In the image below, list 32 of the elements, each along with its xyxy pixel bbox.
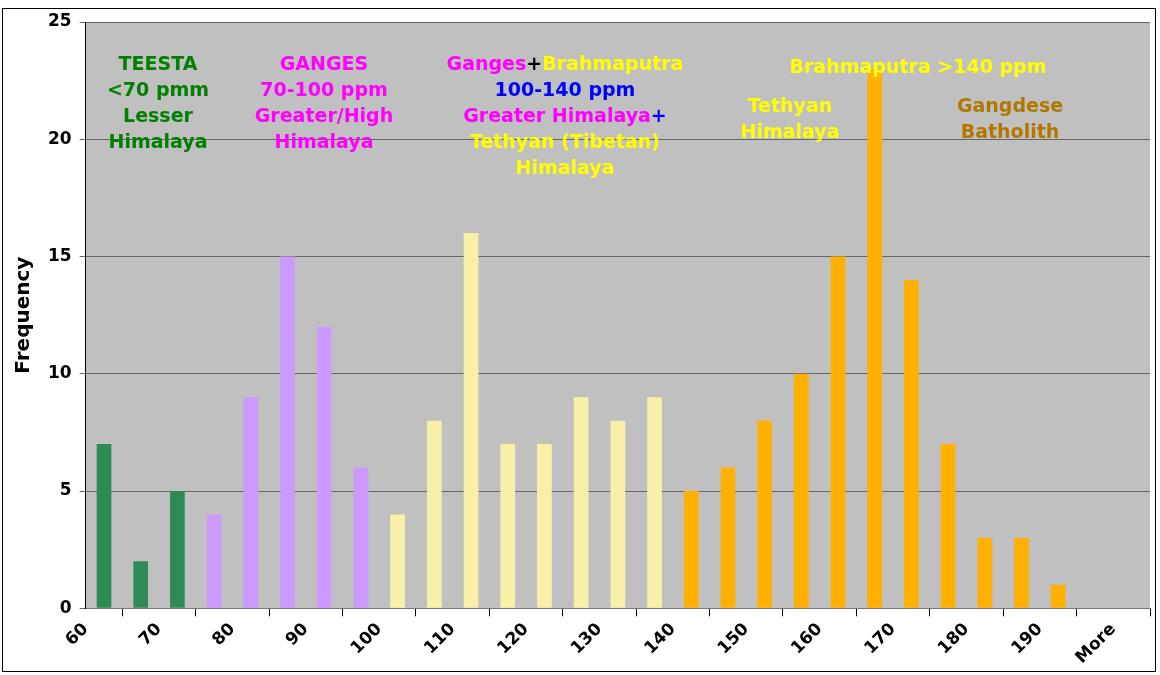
y-tick-label: 25 [47,10,72,31]
annotation: Greater/High [254,104,394,126]
annotation: Batholith [960,120,1060,142]
annotation: 70-100 ppm [260,78,388,100]
y-tick-label: 0 [59,596,72,617]
y-tick-label: 10 [47,362,72,383]
annotation: Brahmaputra [542,52,684,74]
annotation: Tethyan [747,94,833,116]
annotation: <70 pmm [106,78,210,100]
annotation: GANGES [279,52,369,74]
annotation: Lesser [123,104,193,126]
annotation: Brahmaputra >140 ppm [789,55,1047,77]
annotation: Greater Himalaya [463,104,651,126]
y-tick-label: 15 [47,244,72,265]
annotation: Tethyan (Tibetan) [469,130,661,152]
annotation: + [526,52,543,74]
x-tick-label: 90 [280,618,312,650]
annotation: Himalaya [515,156,615,178]
y-tick-label: 20 [47,127,72,148]
y-tick-label: 5 [59,479,72,500]
y-axis-title: Frequency [10,256,35,374]
annotation: Himalaya [274,130,374,152]
annotation: Himalaya [740,120,840,142]
annotation: 100-140 ppm [494,78,636,100]
annotation: Himalaya [108,130,208,152]
annotation: TEESTA [118,52,198,74]
annotation: Ganges [446,52,527,74]
annotation: Gangdese [956,94,1064,116]
annotation: + [650,104,667,126]
x-tick-label: 70 [134,618,166,650]
x-tick-label: 80 [207,618,239,650]
x-tick-label: 60 [60,618,92,650]
